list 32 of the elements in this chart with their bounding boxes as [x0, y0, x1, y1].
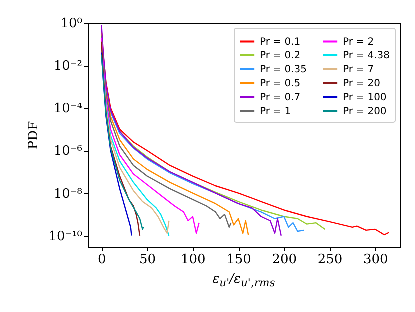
x-tick-label: 50 [140, 252, 156, 268]
y-tick-label: 10⁻⁶ [54, 144, 82, 160]
x-tick-label: 150 [226, 252, 252, 268]
x-tick-label: 100 [181, 252, 206, 268]
x-tick-label: 250 [318, 252, 343, 268]
legend-label: Pr = 0.35 [260, 64, 307, 76]
y-axis-title: PDF [26, 121, 42, 150]
legend-label: Pr = 20 [343, 78, 380, 90]
y-tick-label: 10⁰ [60, 16, 82, 32]
y-tick-label: 10⁻⁸ [54, 186, 82, 202]
x-tick-label: 0 [98, 252, 106, 268]
x-axis-title: ε$_{u'}$/ε$_{u',rms}$ [212, 272, 276, 292]
line-series [101, 37, 200, 234]
legend-label: Pr = 2 [343, 36, 374, 48]
legend-label: Pr = 0.1 [260, 36, 301, 48]
y-tick-label: 10⁻² [54, 59, 82, 74]
line-series [101, 35, 232, 228]
y-tick-label: 10⁻⁴ [54, 102, 82, 117]
legend-label: Pr = 7 [343, 64, 374, 76]
legend-label: Pr = 100 [343, 92, 387, 104]
legend-label: Pr = 0.2 [260, 50, 301, 62]
legend-label: Pr = 200 [343, 106, 387, 118]
x-tick-label: 300 [363, 252, 388, 268]
line-series [101, 41, 141, 236]
y-tick-label: 10⁻¹⁰ [48, 229, 82, 244]
legend-label: Pr = 0.7 [260, 92, 301, 104]
legend-label: Pr = 1 [260, 106, 292, 118]
legend-label: Pr = 4.38 [343, 50, 390, 62]
line-series [101, 54, 144, 230]
line-series [101, 24, 282, 236]
x-tick-label: 200 [272, 252, 298, 268]
legend-label: Pr = 0.5 [260, 78, 301, 90]
